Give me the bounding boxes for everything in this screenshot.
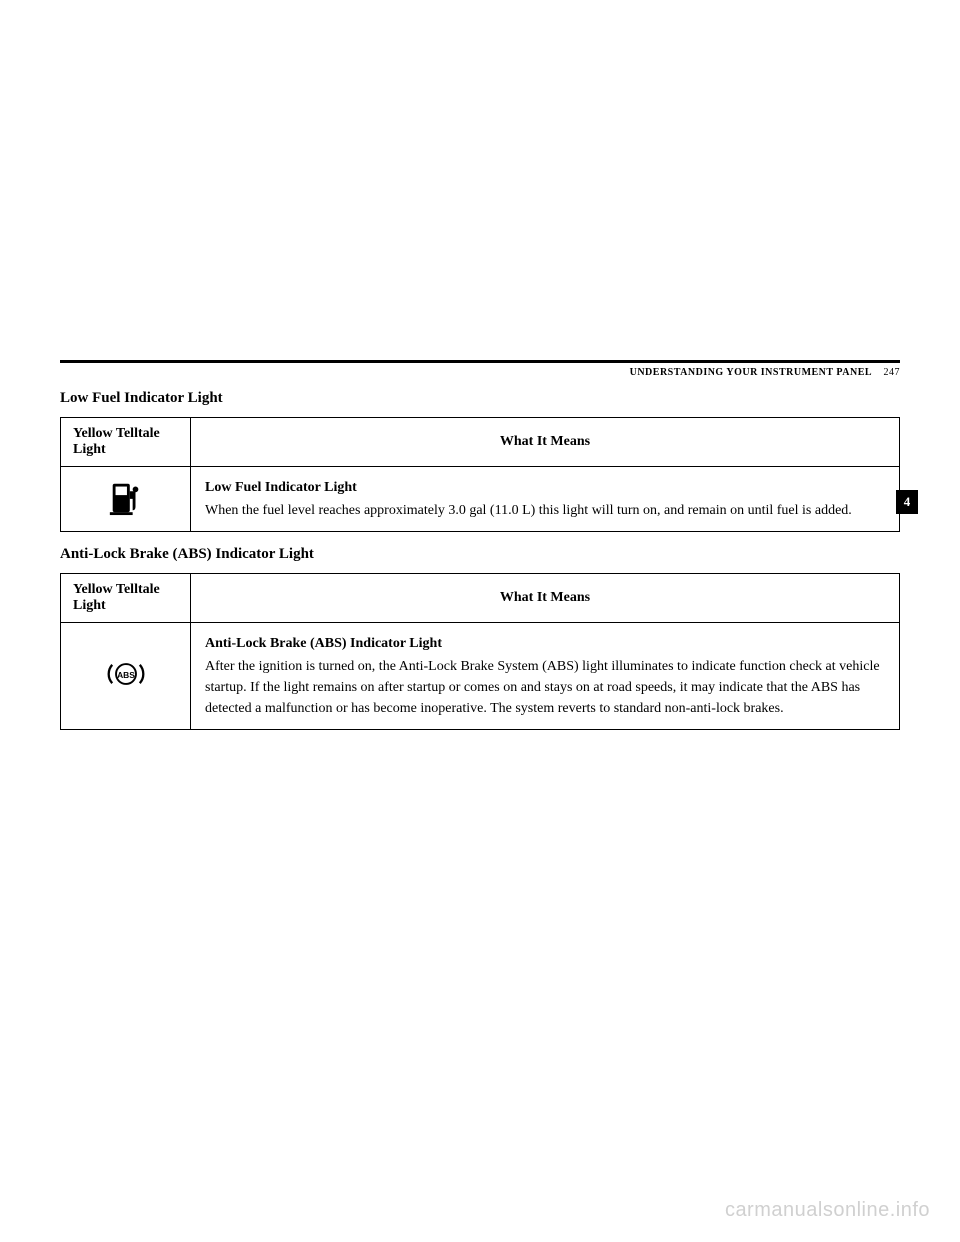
table-row: Yellow Telltale Light What It Means bbox=[61, 574, 900, 623]
desc-cell: Anti-Lock Brake (ABS) Indicator Light Af… bbox=[191, 623, 900, 730]
table-row: Low Fuel Indicator Light When the fuel l… bbox=[61, 467, 900, 532]
fuel-pump-icon bbox=[107, 503, 145, 520]
desc-body: After the ignition is turned on, the Ant… bbox=[205, 656, 885, 719]
page-content: UNDERSTANDING YOUR INSTRUMENT PANEL 247 … bbox=[60, 360, 900, 744]
section-title-low-fuel: Low Fuel Indicator Light bbox=[60, 390, 900, 407]
section-title-abs: Anti-Lock Brake (ABS) Indicator Light bbox=[60, 546, 900, 563]
col-header-right: What It Means bbox=[191, 574, 900, 623]
watermark: carmanualsonline.info bbox=[725, 1199, 930, 1222]
table-abs: Yellow Telltale Light What It Means ABS … bbox=[60, 573, 900, 730]
table-row: Yellow Telltale Light What It Means bbox=[61, 418, 900, 467]
desc-body: When the fuel level reaches approximatel… bbox=[205, 500, 885, 521]
icon-cell bbox=[61, 467, 191, 532]
table-low-fuel: Yellow Telltale Light What It Means Low … bbox=[60, 417, 900, 532]
page-header: UNDERSTANDING YOUR INSTRUMENT PANEL 247 bbox=[60, 367, 900, 378]
desc-cell: Low Fuel Indicator Light When the fuel l… bbox=[191, 467, 900, 532]
abs-icon: ABS bbox=[103, 676, 149, 693]
page-number: 247 bbox=[884, 367, 901, 378]
col-header-left: Yellow Telltale Light bbox=[61, 574, 191, 623]
icon-cell: ABS bbox=[61, 623, 191, 730]
header-rule bbox=[60, 360, 900, 363]
col-header-right: What It Means bbox=[191, 418, 900, 467]
table-row: ABS Anti-Lock Brake (ABS) Indicator Ligh… bbox=[61, 623, 900, 730]
desc-title: Anti-Lock Brake (ABS) Indicator Light bbox=[205, 633, 885, 654]
col-header-left: Yellow Telltale Light bbox=[61, 418, 191, 467]
header-section: UNDERSTANDING YOUR INSTRUMENT PANEL bbox=[630, 367, 872, 378]
svg-text:ABS: ABS bbox=[117, 669, 135, 679]
section-tab: 4 bbox=[896, 490, 918, 514]
desc-title: Low Fuel Indicator Light bbox=[205, 477, 885, 498]
